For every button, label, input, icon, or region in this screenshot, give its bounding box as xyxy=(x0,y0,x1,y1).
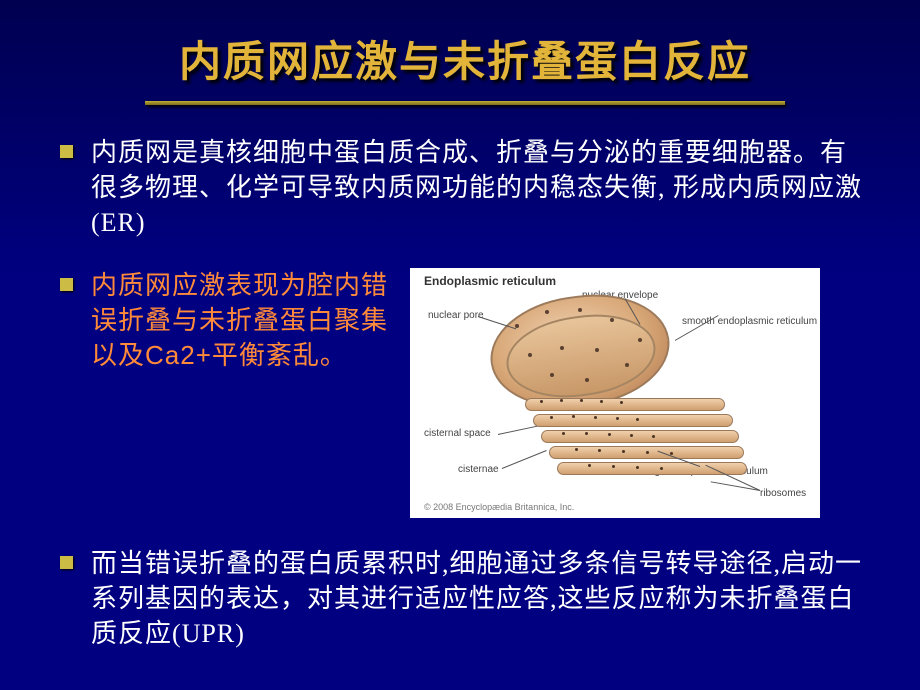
label-smooth-er: smooth endoplasmic reticulum xyxy=(682,316,817,327)
bullet-square-icon xyxy=(60,556,73,569)
label-cisternae: cisternae xyxy=(458,464,499,475)
bullet-square-icon xyxy=(60,145,73,158)
diagram-title: Endoplasmic reticulum xyxy=(424,274,556,288)
bullet-3-text: 而当错误折叠的蛋白质累积时,细胞通过多条信号转导途径,启动一系列基因的表达，对其… xyxy=(91,546,870,651)
er-diagram: Endoplasmic reticulum nuclear pore nucle… xyxy=(410,268,820,518)
bullet-2-sub: Ca2+ xyxy=(145,340,212,370)
diagram-credit: © 2008 Encyclopædia Britannica, Inc. xyxy=(424,502,574,512)
bullet-2-text-b: 平衡紊乱。 xyxy=(212,341,347,370)
label-nuclear-pore: nuclear pore xyxy=(428,310,484,321)
bullet-2-row: 内质网应激表现为腔内错误折叠与未折叠蛋白聚集以及Ca2+平衡紊乱。 Endopl… xyxy=(60,268,870,518)
bullet-3: 而当错误折叠的蛋白质累积时,细胞通过多条信号转导途径,启动一系列基因的表达，对其… xyxy=(60,546,870,651)
slide-title-wrap: 内质网应激与未折叠蛋白反应 xyxy=(60,28,870,89)
label-ribosomes: ribosomes xyxy=(760,488,806,499)
rough-er-shape xyxy=(525,398,735,498)
bullet-1-text: 内质网是真核细胞中蛋白质合成、折叠与分泌的重要细胞器。有很多物理、化学可导致内质… xyxy=(91,135,870,240)
bullet-1: 内质网是真核细胞中蛋白质合成、折叠与分泌的重要细胞器。有很多物理、化学可导致内质… xyxy=(60,135,870,240)
title-underline xyxy=(145,101,785,105)
bullet-square-icon xyxy=(60,278,73,291)
label-cisternal-space: cisternal space xyxy=(424,428,491,439)
bullet-2-text: 内质网应激表现为腔内错误折叠与未折叠蛋白聚集以及Ca2+平衡紊乱。 xyxy=(91,268,390,373)
slide-title: 内质网应激与未折叠蛋白反应 xyxy=(60,28,870,89)
